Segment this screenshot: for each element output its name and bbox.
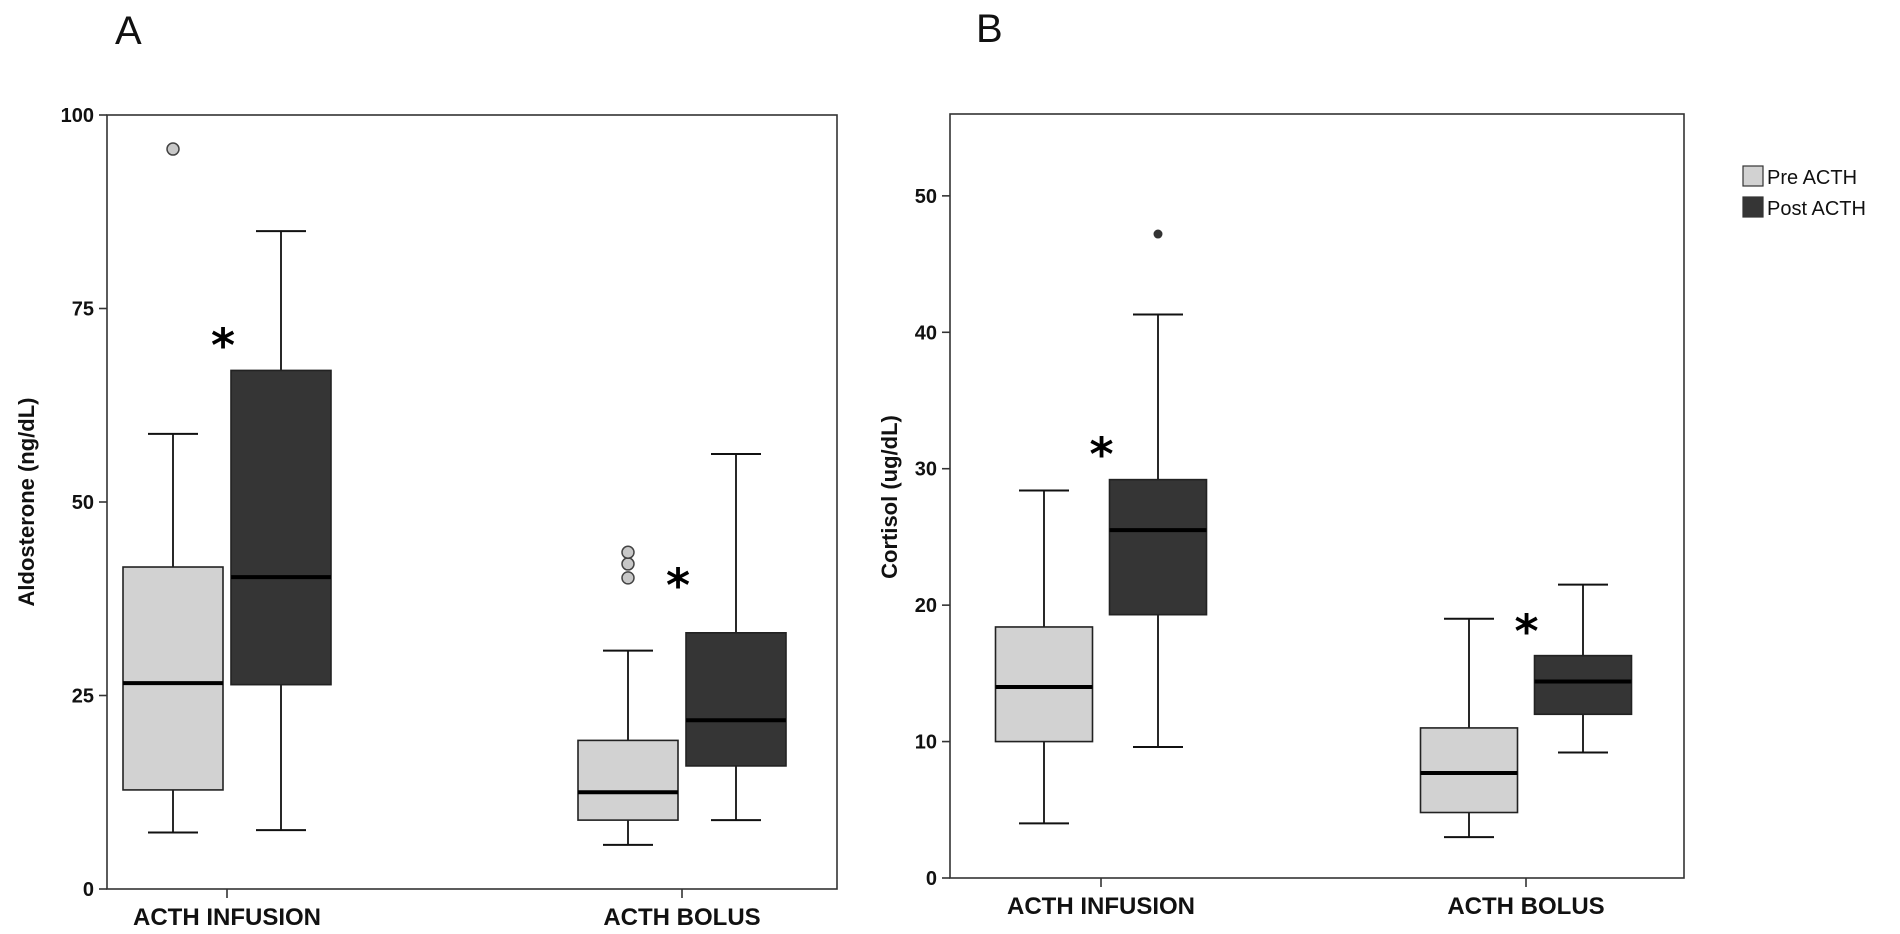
panel-a-y-tick-label: 0 (83, 879, 94, 901)
legend-label-post: Post ACTH (1767, 198, 1866, 220)
panel-a-pre-bolus-outlier (621, 545, 635, 560)
panel-a-post-bolus-box (685, 632, 787, 767)
panel-b-category-label: ACTH BOLUS (1447, 893, 1604, 920)
panel-a-pre-infusion-outlier (166, 142, 180, 156)
legend-label-pre: Pre ACTH (1767, 167, 1857, 189)
panel-b-post-infusion-outlier (1153, 229, 1163, 239)
panel-b-y-tick-label: 20 (915, 595, 937, 617)
panel-a-y-tick-label: 50 (72, 492, 94, 514)
panel-b-y-tick-label: 10 (915, 732, 937, 754)
panel-a-letter: A (115, 9, 142, 53)
panel-a-category-label: ACTH BOLUS (603, 904, 760, 931)
panel-a-pre-bolus-outlier (621, 557, 635, 571)
panel-a-y-tick-label: 100 (61, 105, 94, 127)
panel-a: A Aldosterone (ng/dL) 0 25 50 75 100 ACTH INF… (14, 9, 838, 931)
panel-a-y-tick-label: 75 (72, 299, 94, 321)
legend-swatch-pre (1742, 165, 1764, 187)
panel-a-pre-bolus-box (577, 739, 679, 821)
panel-a-significance-star: * (211, 318, 235, 372)
panel-b-y-tick-label: 0 (926, 868, 937, 890)
panel-a-post-infusion-box (230, 369, 332, 686)
panel-a-pre-infusion-box (122, 566, 224, 791)
panel-b-pre-bolus-box (1419, 727, 1519, 814)
panel-b-significance-star: * (1089, 427, 1113, 481)
panel-b-letter: B (976, 7, 1003, 51)
panel-a-significance-star: * (666, 558, 690, 612)
panel-b-plot-frame (949, 113, 1685, 879)
panel-b-y-axis-title: Cortisol (ug/dL) (877, 415, 902, 579)
panel-b-post-infusion-box (1108, 478, 1208, 616)
legend-swatch-post (1742, 196, 1764, 218)
panel-b-y-tick-label: 40 (915, 322, 937, 344)
panel-b-y-tick-label: 50 (915, 186, 937, 208)
panel-b-y-tick-label: 30 (915, 459, 937, 481)
panel-a-category-label: ACTH INFUSION (133, 904, 321, 931)
panel-b-post-bolus-box (1533, 654, 1633, 716)
legend: Pre ACTH Post ACTH (1742, 165, 1866, 220)
panel-b-significance-star: * (1514, 605, 1538, 659)
panel-a-y-axis-title: Aldosterone (ng/dL) (14, 398, 39, 607)
panel-b: B Cortisol (ug/dL) 0 10 20 30 40 50 ACTH INFUS… (877, 7, 1685, 920)
panel-b-category-label: ACTH INFUSION (1007, 893, 1195, 920)
panel-a-pre-bolus-outlier (621, 571, 635, 585)
panel-b-pre-infusion-box (994, 626, 1094, 743)
panel-a-y-tick-label: 25 (72, 686, 94, 708)
